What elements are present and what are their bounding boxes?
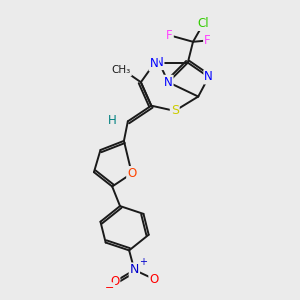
Text: Cl: Cl (198, 17, 209, 30)
Text: O: O (149, 273, 158, 286)
Text: +: + (140, 257, 148, 267)
Text: O: O (110, 275, 119, 288)
Text: N: N (155, 56, 164, 69)
Text: O: O (127, 167, 136, 180)
Text: F: F (166, 29, 173, 42)
Text: N: N (204, 70, 213, 83)
Text: N: N (164, 76, 172, 89)
Text: N: N (149, 58, 158, 70)
Text: S: S (171, 104, 179, 117)
Text: N: N (130, 263, 139, 276)
Text: H: H (108, 113, 117, 127)
Text: F: F (204, 34, 211, 47)
Text: −: − (105, 283, 114, 293)
Text: CH₃: CH₃ (112, 65, 131, 76)
